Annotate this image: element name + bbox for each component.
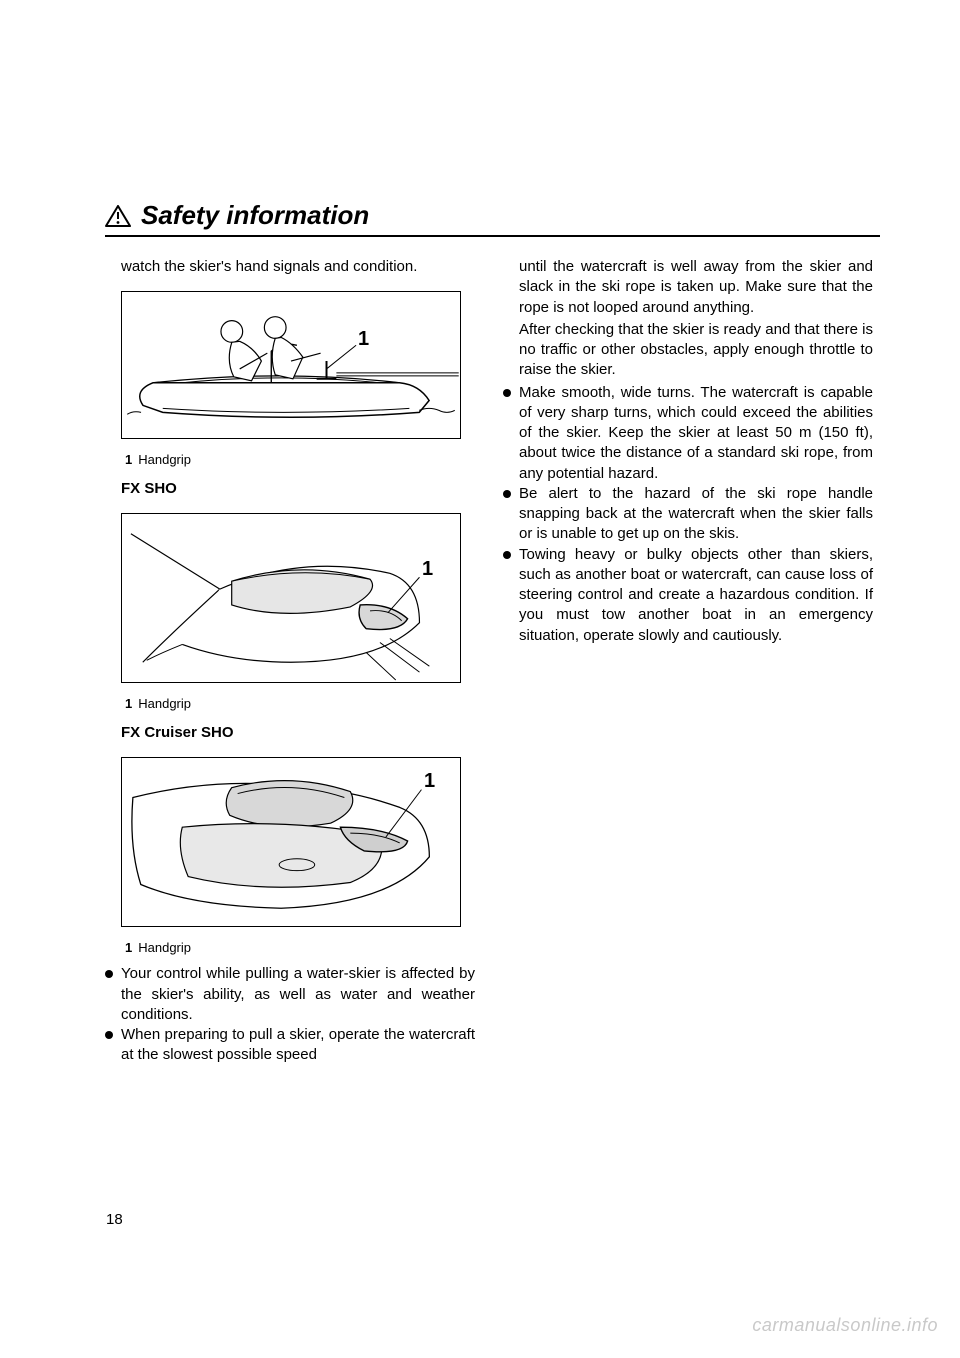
figure-fx-sho: 1 xyxy=(121,513,461,683)
bullet-text: Make smooth, wide turns. The watercraft … xyxy=(519,383,873,484)
bullet-item: Be alert to the hazard of the ski rope h… xyxy=(503,484,873,545)
caption-num: 1 xyxy=(125,696,132,711)
body-text: until the watercraft is well away from t… xyxy=(503,257,873,318)
two-column-layout: watch the skier's hand signals and condi… xyxy=(105,257,880,1066)
bullet-text: When preparing to pull a skier, operate … xyxy=(121,1025,475,1066)
bullet-icon xyxy=(503,551,511,559)
bullet-text: Your control while pulling a water-skier… xyxy=(121,964,475,1025)
figure-callout-1: 1 xyxy=(424,768,435,795)
bullet-icon xyxy=(503,490,511,498)
caption-num: 1 xyxy=(125,940,132,955)
manual-page: Safety information watch the skier's han… xyxy=(0,0,960,1358)
bullet-item: Make smooth, wide turns. The watercraft … xyxy=(503,383,873,484)
bullet-text: Towing heavy or bulky objects other than… xyxy=(519,545,873,646)
bullet-icon xyxy=(105,970,113,978)
bullet-icon xyxy=(503,389,511,397)
left-column: watch the skier's hand signals and condi… xyxy=(105,257,475,1066)
intro-text: watch the skier's hand signals and condi… xyxy=(105,257,475,277)
watermark-text: carmanualsonline.info xyxy=(752,1315,938,1336)
section-header: Safety information xyxy=(105,200,880,237)
section-title: Safety information xyxy=(141,200,369,231)
figure-caption-2: 1 Handgrip xyxy=(105,689,475,721)
figure-callout-1: 1 xyxy=(422,556,433,583)
caption-text: Handgrip xyxy=(138,696,191,711)
caption-text: Handgrip xyxy=(138,940,191,955)
body-text: After checking that the skier is ready a… xyxy=(503,320,873,381)
figure-fx-cruiser-sho: 1 xyxy=(121,757,461,927)
bullet-icon xyxy=(105,1031,113,1039)
figure-riders: 1 xyxy=(121,291,461,439)
page-number: 18 xyxy=(106,1211,123,1228)
bullet-item: Towing heavy or bulky objects other than… xyxy=(503,545,873,646)
bullet-text: Be alert to the hazard of the ski rope h… xyxy=(519,484,873,545)
subhead-fx-sho: FX SHO xyxy=(105,479,475,499)
figure-callout-1: 1 xyxy=(358,326,369,353)
caption-text: Handgrip xyxy=(138,452,191,467)
bullet-item: Your control while pulling a water-skier… xyxy=(105,964,475,1025)
caption-num: 1 xyxy=(125,452,132,467)
right-column: until the watercraft is well away from t… xyxy=(503,257,873,1066)
figure-caption-3: 1 Handgrip xyxy=(105,933,475,965)
bullet-item: When preparing to pull a skier, operate … xyxy=(105,1025,475,1066)
warning-triangle-icon xyxy=(105,205,131,227)
subhead-fx-cruiser-sho: FX Cruiser SHO xyxy=(105,723,475,743)
figure-caption-1: 1 Handgrip xyxy=(105,445,475,477)
